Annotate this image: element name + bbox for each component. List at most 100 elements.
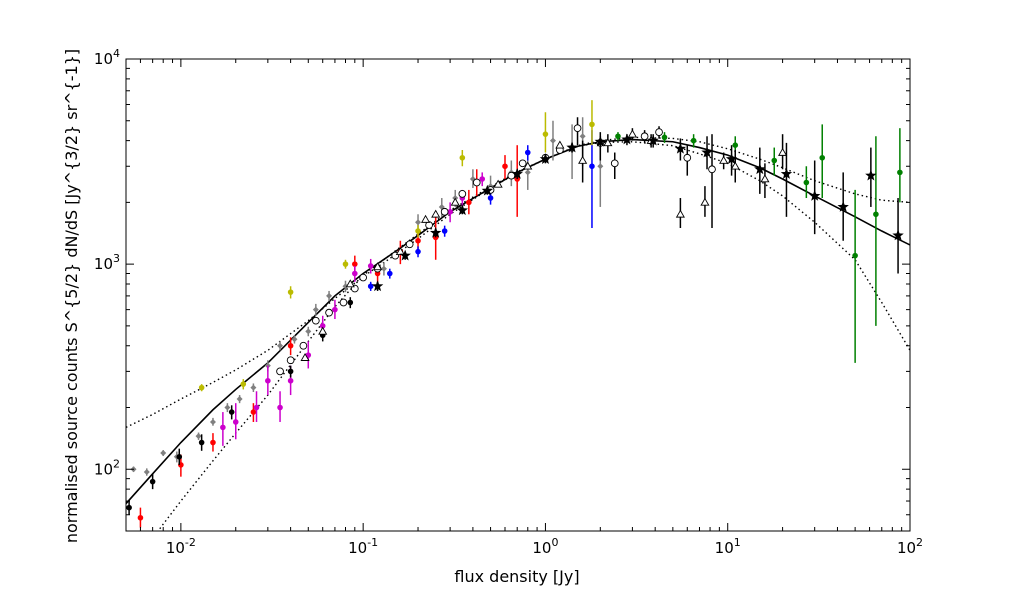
point-marker <box>373 262 383 271</box>
data-point-circle <box>819 124 826 199</box>
data-point-circle <box>514 145 521 217</box>
data-point-open-triangle <box>523 161 533 170</box>
data-point-open-circle <box>655 126 663 139</box>
point-marker <box>690 137 697 144</box>
point-marker <box>250 384 257 391</box>
x-tick-label-exp: 2 <box>916 536 923 549</box>
data-point-star <box>647 134 659 148</box>
y-tick-label: 103 <box>94 252 120 273</box>
x-tick-label-exp: 0 <box>551 536 558 549</box>
data-point-circle <box>253 391 260 422</box>
data-point-open-triangle <box>730 150 740 183</box>
data-point-circle <box>126 501 132 515</box>
data-point-circle <box>210 433 216 452</box>
point-marker <box>640 132 649 141</box>
model-curve-dotted-2 <box>157 141 910 531</box>
data-point-circle <box>690 134 697 148</box>
point-marker <box>347 299 354 306</box>
data-point-open-circle <box>573 117 582 146</box>
point-marker <box>780 168 793 179</box>
point-marker <box>778 147 788 156</box>
data-point-diamond <box>236 395 243 404</box>
data-point-circle <box>447 202 453 223</box>
point-marker <box>300 352 310 361</box>
point-marker <box>431 209 441 218</box>
point-marker <box>803 179 810 186</box>
point-marker <box>481 184 494 196</box>
point-marker <box>149 478 156 485</box>
data-point-open-triangle <box>431 209 441 218</box>
data-point-star <box>754 147 766 194</box>
point-marker <box>405 240 414 249</box>
data-point-star <box>511 168 523 180</box>
point-marker <box>589 163 595 170</box>
point-marker <box>603 138 613 147</box>
data-point-circle <box>287 337 294 356</box>
point-marker <box>287 377 294 384</box>
point-marker <box>339 298 348 307</box>
point-marker <box>399 249 411 261</box>
point-marker <box>224 404 231 411</box>
data-point-diamond <box>342 280 349 293</box>
data-point-circle <box>232 403 239 440</box>
point-marker <box>852 252 858 259</box>
point-marker <box>311 316 320 325</box>
x-tick-label-base: 10 <box>348 539 367 557</box>
y-tick-label-exp: 2 <box>113 457 120 470</box>
point-marker <box>198 384 205 391</box>
point-marker <box>429 226 442 238</box>
point-marker <box>415 228 421 234</box>
point-marker <box>594 135 607 147</box>
data-point-open-triangle <box>420 214 431 223</box>
data-point-open-triangle <box>700 186 710 217</box>
data-point-circle <box>589 130 595 229</box>
data-point-diamond <box>224 403 231 413</box>
point-marker <box>250 409 257 415</box>
data-point-circle <box>287 365 294 378</box>
point-marker <box>176 454 183 460</box>
point-marker <box>287 368 294 375</box>
point-marker <box>318 326 328 335</box>
data-point-diamond <box>312 303 319 316</box>
data-point-open-triangle <box>450 197 460 206</box>
data-point-circle <box>771 147 778 176</box>
point-marker <box>524 169 531 176</box>
y-tick-label-exp: 4 <box>113 47 120 60</box>
point-marker <box>708 165 716 174</box>
point-marker <box>542 131 549 137</box>
data-point-star <box>371 280 384 292</box>
point-marker <box>441 228 448 234</box>
data-point-diamond <box>143 468 150 476</box>
point-marker <box>236 396 243 403</box>
point-marker <box>754 163 766 175</box>
data-point-star <box>621 133 633 146</box>
data-point-open-circle <box>610 152 619 180</box>
plot-frame <box>125 58 911 532</box>
x-tick-label-exp: -2 <box>185 536 196 549</box>
y-tick-label-exp: 3 <box>113 252 120 265</box>
point-marker <box>615 133 621 140</box>
data-point-diamond <box>305 326 312 337</box>
data-point-circle <box>367 281 374 291</box>
point-marker <box>415 237 421 244</box>
data-point-open-circle <box>708 134 716 229</box>
data-point-diamond <box>250 383 257 393</box>
point-marker <box>440 207 449 216</box>
data-point-circle <box>542 112 549 153</box>
data-point-star <box>837 172 849 241</box>
data-point-diamond <box>277 341 284 351</box>
point-marker <box>195 433 202 440</box>
point-marker <box>621 133 633 145</box>
data-point-diamond <box>160 450 167 457</box>
data-point-circle <box>332 299 338 320</box>
x-tick-label: 10-1 <box>348 536 378 557</box>
data-point-star <box>399 249 411 261</box>
point-marker <box>719 155 729 164</box>
point-marker <box>865 169 877 181</box>
point-marker <box>395 246 405 255</box>
point-marker <box>511 168 523 179</box>
point-marker <box>523 161 533 170</box>
data-point-circle <box>198 434 205 451</box>
point-marker <box>326 292 333 299</box>
